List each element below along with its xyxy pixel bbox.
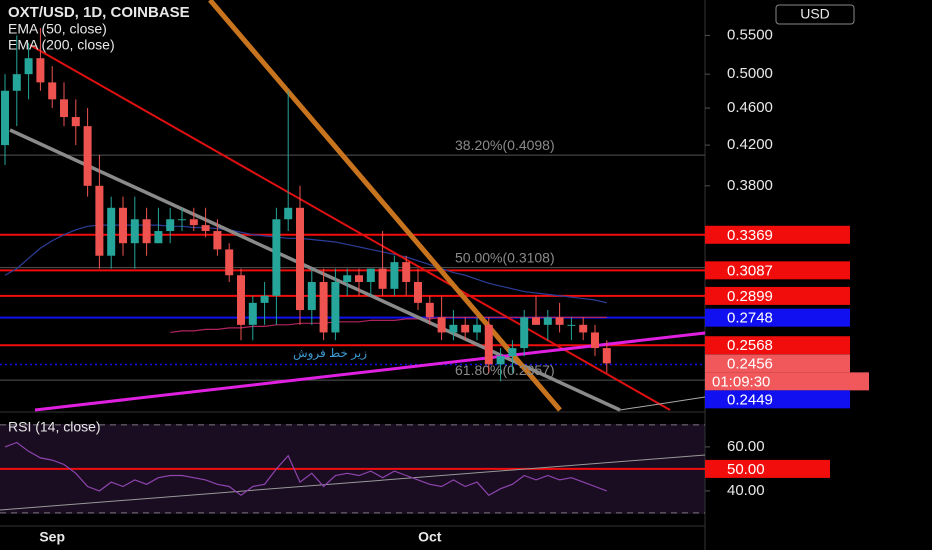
- candle-body: [296, 207, 304, 311]
- candle-body: [237, 275, 245, 325]
- y-tick-label: 0.4200: [727, 136, 773, 153]
- candle-body: [602, 348, 611, 364]
- x-tick-label: Oct: [418, 529, 442, 545]
- y-tick-label: 0.3800: [727, 177, 773, 194]
- rsi-title: RSI (14, close): [8, 419, 101, 435]
- candle-body: [449, 324, 458, 333]
- fib-label: 38.20%(0.4098): [455, 137, 555, 153]
- candle-body: [532, 317, 540, 325]
- candle-body: [248, 302, 257, 325]
- candle-body: [107, 207, 116, 256]
- candle-body: [484, 324, 493, 365]
- price-label-box: [705, 354, 850, 373]
- candle-body: [473, 324, 481, 333]
- candle-body: [1, 90, 9, 146]
- candle-body: [189, 219, 198, 226]
- candle-body: [437, 317, 446, 333]
- price-label-box: [705, 336, 850, 355]
- price-label: 0.2748: [727, 310, 773, 327]
- candle-body: [142, 219, 151, 244]
- candle-body: [272, 219, 281, 296]
- chart-title: OXT/USD, 1D, COINBASE: [8, 4, 190, 21]
- price-label: 0.2456: [727, 355, 773, 372]
- rsi-level-label: 50.00: [727, 461, 765, 478]
- candle-body: [591, 332, 599, 349]
- y-tick-label: 0.5500: [727, 26, 773, 43]
- price-label: 0.2449: [727, 391, 773, 408]
- candle-body: [95, 185, 104, 256]
- candle-body: [378, 268, 387, 289]
- countdown-box: [705, 372, 869, 391]
- candle-body: [284, 207, 293, 220]
- price-label-box: [705, 225, 850, 244]
- candle-body: [119, 207, 127, 244]
- legend-entry: EMA (200, close): [8, 37, 115, 53]
- fib-label: 50.00%(0.3108): [455, 249, 555, 265]
- y-tick-label: 0.5000: [727, 65, 773, 82]
- candle-body: [225, 249, 234, 276]
- x-tick-label: Sep: [39, 529, 65, 545]
- candle-body: [12, 74, 21, 91]
- candle-body: [555, 317, 564, 325]
- candle-body: [567, 324, 576, 326]
- candle-body: [130, 219, 139, 244]
- candle-body: [48, 82, 57, 100]
- ema-line: [170, 316, 607, 334]
- currency-button[interactable]: [775, 4, 855, 25]
- candle-body: [83, 126, 92, 186]
- candle-body: [178, 219, 186, 221]
- ema-line: [4, 224, 607, 304]
- candle-body: [461, 324, 470, 333]
- candle-body: [166, 219, 175, 232]
- candle-body: [213, 231, 222, 250]
- candle-body: [307, 281, 316, 311]
- candle-body: [331, 281, 340, 333]
- rsi-line: [4, 441, 608, 497]
- price-label: 0.3369: [727, 227, 773, 244]
- rsi-level-box: [705, 459, 830, 478]
- price-label: 0.2899: [727, 288, 773, 305]
- candle-body: [319, 281, 328, 333]
- candle-body: [496, 356, 505, 365]
- price-label-box: [705, 261, 850, 280]
- candle-body: [543, 317, 552, 325]
- candle-body: [154, 231, 163, 244]
- price-label: 0.2568: [727, 337, 773, 354]
- trend-line: [208, 0, 562, 412]
- legend-entry: EMA (50, close): [8, 21, 107, 37]
- candle-body: [414, 281, 422, 303]
- price-label-box: [705, 286, 850, 305]
- price-label-box: [705, 308, 850, 327]
- candle-body: [36, 58, 45, 83]
- candle-body: [390, 262, 399, 289]
- candle-body: [366, 268, 375, 282]
- candle-body: [355, 275, 363, 282]
- candle-body: [579, 324, 588, 333]
- candle-body: [520, 317, 529, 349]
- rsi-trend-line: [0, 454, 706, 511]
- trend-line: [619, 396, 706, 411]
- candle-body: [71, 117, 80, 127]
- currency-label[interactable]: USD: [800, 6, 830, 22]
- candle-body: [260, 295, 269, 303]
- price-label-box: [705, 390, 850, 409]
- candle-body: [343, 275, 352, 282]
- y-tick-label: 60.00: [727, 438, 765, 455]
- candle-body: [201, 225, 210, 232]
- countdown: 01:09:30: [712, 373, 770, 390]
- candle-body: [508, 348, 517, 357]
- candle-body: [24, 58, 33, 75]
- price-label: 0.3087: [727, 262, 773, 279]
- candle-body: [425, 302, 434, 318]
- y-tick-label: 0.4600: [727, 99, 773, 116]
- annotation: زیر خط فروش: [293, 346, 367, 360]
- y-tick-label: 40.00: [727, 482, 765, 499]
- candle-body: [60, 99, 68, 118]
- candle-body: [402, 262, 411, 282]
- fib-label: 61.80%(0.2357): [455, 362, 555, 378]
